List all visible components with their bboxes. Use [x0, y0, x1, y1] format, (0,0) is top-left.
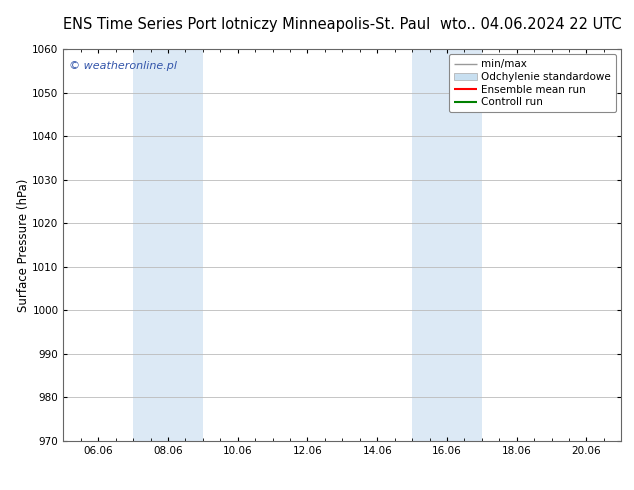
Bar: [412, 49, 482, 441]
Legend: min/max, Odchylenie standardowe, Ensemble mean run, Controll run: min/max, Odchylenie standardowe, Ensembl…: [449, 54, 616, 112]
Text: ENS Time Series Port lotniczy Minneapolis-St. Paul: ENS Time Series Port lotniczy Minneapoli…: [63, 17, 430, 32]
Text: © weatheronline.pl: © weatheronline.pl: [69, 61, 177, 71]
Text: wto.. 04.06.2024 22 UTC: wto.. 04.06.2024 22 UTC: [440, 17, 621, 32]
Y-axis label: Surface Pressure (hPa): Surface Pressure (hPa): [16, 178, 30, 312]
Bar: [133, 49, 203, 441]
